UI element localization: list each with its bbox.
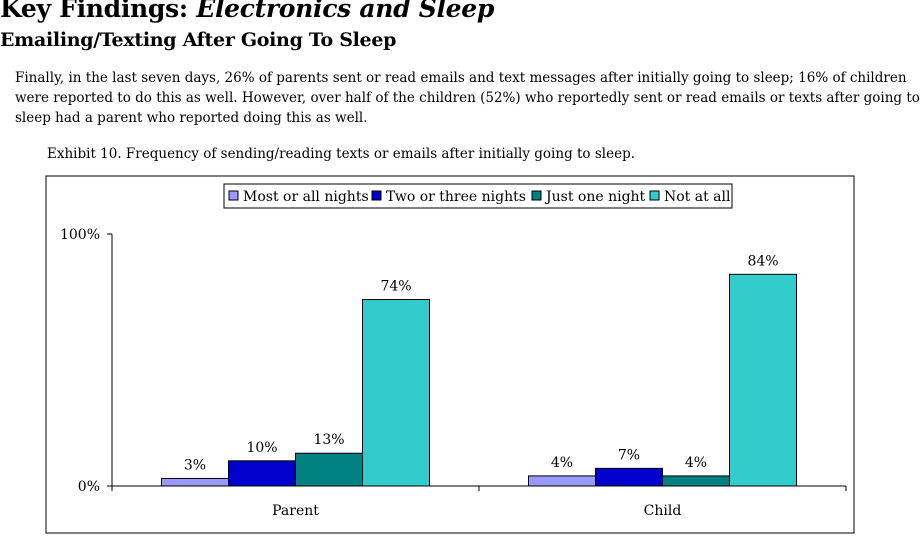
exhibit-caption: Exhibit 10. Frequency of sending/reading… bbox=[47, 146, 636, 162]
data-label: 10% bbox=[246, 440, 277, 456]
legend-box bbox=[223, 183, 733, 209]
legend-swatch bbox=[531, 190, 542, 201]
chart-frame bbox=[45, 175, 855, 534]
chart-bars: 3% 10% 13% 74% 4% 7% 4% 84% bbox=[161, 253, 797, 487]
legend-swatch bbox=[371, 190, 382, 201]
legend-label: Most or all nights bbox=[243, 189, 369, 205]
bar bbox=[528, 475, 596, 487]
bar bbox=[295, 452, 363, 487]
page-subtitle: Emailing/Texting After Going To Sleep bbox=[0, 29, 397, 51]
bar bbox=[729, 273, 797, 487]
data-label: 84% bbox=[747, 253, 778, 269]
bar bbox=[228, 460, 296, 487]
bar bbox=[595, 467, 663, 487]
legend-label: Just one night bbox=[544, 189, 646, 205]
bar bbox=[161, 477, 229, 487]
chart-legend: Most or all nights Two or three nights Jus… bbox=[223, 183, 733, 209]
data-label: 4% bbox=[685, 455, 707, 471]
data-label: 7% bbox=[618, 447, 640, 463]
y-tick-label: 0% bbox=[78, 479, 100, 495]
legend-label: Two or three nights bbox=[386, 189, 526, 205]
page-title: Key Findings: Electronics and Sleep bbox=[0, 0, 494, 23]
data-label: 13% bbox=[313, 432, 344, 448]
legend-label: Not at all bbox=[664, 189, 731, 205]
legend-swatch bbox=[228, 190, 239, 201]
data-label: 74% bbox=[380, 279, 411, 295]
bar bbox=[662, 475, 730, 487]
findings-paragraph: Finally, in the last seven days, 26% of … bbox=[15, 70, 920, 126]
y-tick-label: 100% bbox=[60, 227, 100, 243]
bar bbox=[362, 299, 430, 487]
x-tick-label: Parent bbox=[272, 503, 319, 519]
x-tick-label: Child bbox=[644, 503, 682, 519]
data-label: 3% bbox=[184, 457, 206, 473]
legend-swatch bbox=[649, 190, 660, 201]
page-title-italic: Electronics and Sleep bbox=[196, 0, 495, 23]
data-label: 4% bbox=[551, 455, 573, 471]
